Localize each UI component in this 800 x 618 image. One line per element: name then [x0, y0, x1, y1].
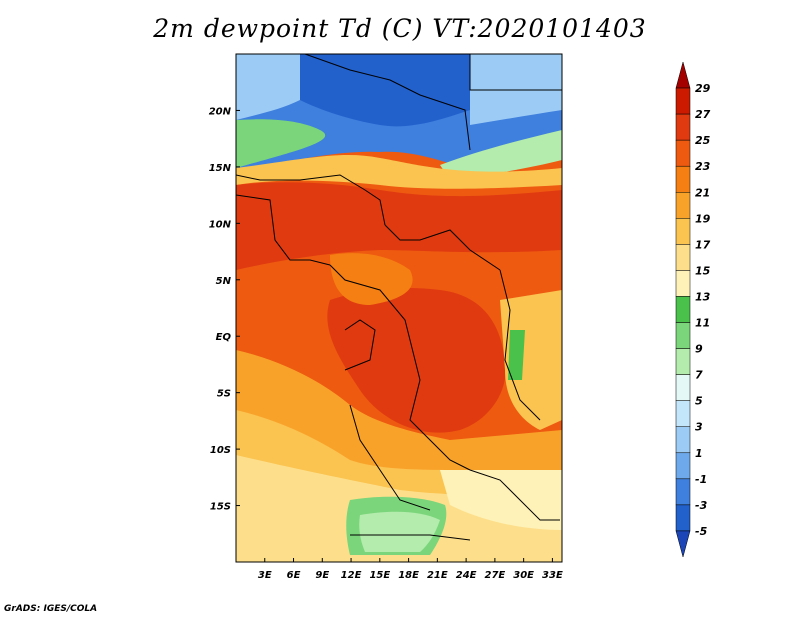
colorbar-labels: 29 27 25 23 21 19 17 15 13 11 9 7 5 3 1 -1 -3 -5 — [695, 82, 711, 538]
x-tick-label: 27E — [485, 570, 506, 581]
region-sahel-transition — [236, 119, 326, 168]
y-tick-label: EQ — [216, 332, 232, 343]
region-sahara-moist-west — [236, 54, 300, 120]
colorbar-segment — [675, 452, 691, 480]
x-tick-label: 21E — [427, 570, 448, 581]
x-tick-label: 30E — [513, 570, 534, 581]
region-great-lakes — [508, 330, 525, 380]
colorbar-segment — [675, 426, 691, 454]
x-tick-label: 33E — [542, 570, 563, 581]
region-west-humid — [236, 182, 562, 270]
region-east-highlands — [500, 290, 562, 430]
colorbar-segment — [675, 530, 691, 558]
colorbar-level-label: -3 — [695, 499, 708, 512]
region-congo-basin — [327, 288, 506, 433]
y-tick-label: 20N — [209, 106, 232, 117]
colorbar-level-label: 19 — [695, 212, 711, 225]
colorbar-level-label: 21 — [695, 186, 710, 199]
x-tick-label: 3E — [258, 570, 272, 581]
y-tick-label: 10N — [209, 219, 232, 230]
colorbar-segment — [675, 478, 691, 506]
y-tick-label: 15S — [210, 502, 231, 513]
colorbar-level-label: 11 — [695, 317, 710, 330]
colorbar-segment — [675, 87, 691, 115]
x-tick-label: 12E — [341, 570, 362, 581]
colorbar-level-label: 5 — [695, 395, 703, 408]
colorbar-level-label: 29 — [695, 82, 711, 95]
x-tick-label: 18E — [398, 570, 419, 581]
colorbar-segment — [675, 296, 691, 323]
colorbar-level-label: 15 — [695, 264, 711, 277]
y-tick-label: 5N — [216, 276, 232, 287]
colorbar-segment — [675, 218, 691, 245]
region-sahara-very-dry — [300, 54, 470, 127]
region-sahel-moist — [236, 155, 562, 189]
region-sahel-transition-east — [440, 130, 562, 180]
colorbar-level-label: 7 — [695, 369, 703, 382]
colorbar-segment — [675, 61, 691, 89]
x-tick-label: 24E — [456, 570, 477, 581]
x-axis-ticks: 3E 6E 9E 12E 15E 18E 21E 24E 27E 30E 33E — [258, 558, 563, 581]
colorbar-level-label: -1 — [695, 473, 707, 486]
region-interior-warm — [330, 253, 413, 305]
x-tick-label: 15E — [369, 570, 390, 581]
colorbar-segment — [675, 139, 691, 167]
colorbar-segment — [675, 400, 691, 427]
colorbar-level-label: 27 — [695, 108, 711, 121]
colorbar-segment — [675, 348, 691, 375]
y-tick-label: 5S — [217, 389, 231, 400]
colorbar-level-label: 1 — [695, 447, 703, 460]
colorbar-segment — [675, 244, 691, 271]
credit-text: GrADS: IGES/COLA — [4, 604, 98, 614]
colorbar-level-label: 17 — [695, 238, 711, 251]
region-southeast-warm — [440, 470, 562, 530]
colorbar-level-label: 13 — [695, 290, 711, 303]
x-tick-label: 6E — [287, 570, 301, 581]
country-borders — [236, 54, 562, 541]
colorbar-level-label: 23 — [695, 160, 711, 173]
map-field — [236, 54, 562, 562]
colorbar-level-label: -5 — [695, 525, 708, 538]
colorbar-segment — [675, 113, 691, 141]
colorbar-segment — [675, 165, 691, 193]
colorbar-segment — [675, 504, 691, 532]
colorbar-level-label: 9 — [695, 343, 703, 356]
region-south-dry-belt-core — [359, 511, 440, 552]
colorbar-segment — [675, 192, 691, 219]
chart-title: 2m dewpoint Td (C) VT:2020101403 — [153, 14, 647, 43]
y-axis-ticks: 20N 15N 10N 5N EQ 5S 10S 15S — [209, 106, 240, 513]
colorbar-level-label: 3 — [695, 421, 703, 434]
colorbar-segment — [675, 322, 691, 349]
map-frame — [235, 53, 563, 563]
x-tick-label: 9E — [315, 570, 329, 581]
colorbar-segment — [675, 270, 691, 297]
colorbar-level-label: 25 — [695, 134, 711, 147]
colorbar — [675, 61, 691, 558]
colorbar-segment — [675, 374, 691, 401]
y-tick-label: 10S — [210, 445, 231, 456]
y-tick-label: 15N — [209, 163, 232, 174]
